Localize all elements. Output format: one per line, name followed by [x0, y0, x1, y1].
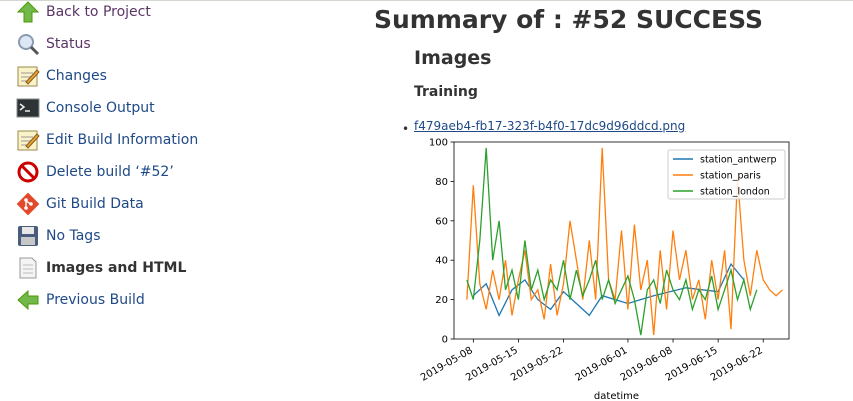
git-icon — [16, 192, 40, 216]
legend-label: station_antwerp — [700, 155, 777, 166]
sidebar-item-label: Status — [46, 36, 91, 52]
sidebar-item-status[interactable]: Status — [16, 30, 91, 58]
legend-label: station_paris — [700, 171, 761, 182]
sidebar-item-label: Back to Project — [46, 4, 151, 20]
sidebar-item-back-to-project[interactable]: Back to Project — [16, 0, 151, 26]
sidebar-item-no-tags[interactable]: No Tags — [16, 222, 100, 250]
subsection-heading: Training — [414, 84, 478, 100]
notepad-icon — [16, 128, 40, 152]
y-tick-label: 40 — [435, 256, 448, 267]
notepad-icon — [16, 64, 40, 88]
series-line-station_paris — [466, 147, 784, 336]
series-line-station_antwerp — [472, 262, 745, 317]
sidebar-item-images-and-html[interactable]: Images and HTML — [16, 254, 186, 282]
magnifier-icon — [16, 32, 40, 56]
sidebar-item-delete-build[interactable]: Delete build ‘#52’ — [16, 158, 174, 186]
series-line-station_london — [466, 147, 758, 336]
floppy-disk-icon — [16, 224, 40, 248]
legend-label: station_london — [700, 187, 770, 198]
sidebar-item-console-output[interactable]: Console Output — [16, 94, 155, 122]
sidebar-item-edit-build-information[interactable]: Edit Build Information — [16, 126, 198, 154]
list-bullet: • — [402, 122, 410, 136]
no-entry-icon — [16, 160, 40, 184]
sidebar-item-label: Edit Build Information — [46, 132, 199, 148]
left-arrow-icon — [16, 288, 40, 312]
y-tick-label: 100 — [429, 138, 448, 149]
sidebar-item-label: Changes — [46, 68, 107, 84]
y-tick-label: 60 — [435, 216, 448, 227]
sidebar-item-label: Previous Build — [46, 292, 145, 308]
top-divider — [0, 0, 853, 1]
sidebar-item-label: No Tags — [46, 228, 101, 244]
sidebar-item-git-build-data[interactable]: Git Build Data — [16, 190, 144, 218]
document-icon — [16, 256, 40, 280]
x-axis-label: datetime — [594, 391, 639, 400]
terminal-icon — [16, 96, 40, 120]
y-tick-label: 20 — [435, 295, 448, 306]
sidebar-item-changes[interactable]: Changes — [16, 62, 107, 90]
line-chart: 0204060801002019-05-082019-05-152019-05-… — [419, 138, 790, 400]
up-arrow-icon — [16, 0, 40, 24]
sidebar-item-label: Delete build ‘#52’ — [46, 164, 174, 180]
sidebar-item-label: Git Build Data — [46, 196, 144, 212]
y-tick-label: 0 — [442, 335, 448, 346]
legend-box — [667, 149, 786, 200]
page-title: Summary of : #52 SUCCESS — [374, 5, 763, 34]
sidebar-item-previous-build[interactable]: Previous Build — [16, 286, 145, 314]
sidebar-item-label: Images and HTML — [46, 260, 187, 276]
image-file-link[interactable]: f479aeb4-fb17-323f-b4f0-17dc9d96ddcd.png — [414, 119, 686, 133]
y-tick-label: 80 — [435, 177, 448, 188]
sidebar-item-label: Console Output — [46, 100, 155, 116]
section-heading: Images — [414, 47, 492, 69]
